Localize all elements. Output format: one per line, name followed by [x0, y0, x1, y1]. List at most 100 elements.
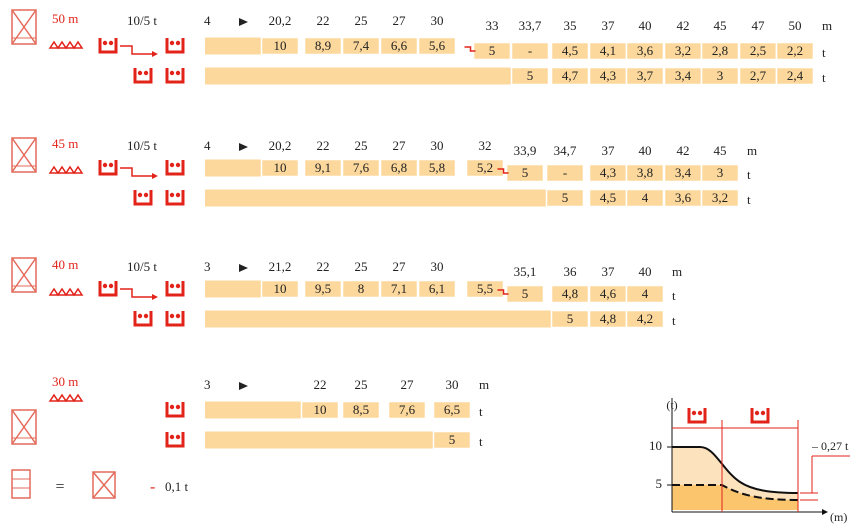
radius: 50 [789, 18, 802, 33]
cell [550, 309, 590, 329]
trolley-icon [165, 402, 185, 418]
cell [550, 284, 590, 304]
load-value: 7,6 [353, 160, 370, 175]
load-value: - [563, 165, 567, 180]
bar [205, 280, 262, 298]
cell [775, 41, 815, 61]
icon-dot [175, 192, 181, 198]
icon-dot [169, 162, 175, 168]
radius: 33,7 [519, 18, 542, 33]
radius: 33,9 [514, 143, 537, 158]
load-value: 8,9 [315, 38, 331, 53]
load-value: 5 [489, 43, 496, 58]
arrow-head [152, 51, 158, 57]
cell [303, 36, 343, 56]
bar [205, 431, 434, 449]
trolley-icon [98, 160, 118, 176]
load-value: 3,4 [675, 68, 692, 83]
load-value: 10 [274, 38, 287, 53]
load-value: 4,8 [600, 311, 616, 326]
cell [303, 158, 343, 178]
radius: 32 [479, 138, 492, 153]
load-value: 5 [522, 286, 529, 301]
icon-dot [175, 162, 181, 168]
load-value: 6,1 [429, 281, 445, 296]
radius: 35,1 [514, 264, 537, 279]
radius: 21,2 [269, 259, 292, 274]
unit-m: m [672, 264, 682, 279]
unit-m: m [822, 18, 832, 33]
radius: 36 [564, 264, 578, 279]
load-value: 10 [314, 402, 327, 417]
radius: 45 [714, 143, 727, 158]
cell [625, 41, 665, 61]
cell [260, 36, 300, 56]
arrow-head [152, 294, 158, 300]
load-value: 4 [642, 286, 649, 301]
trolley-icon [133, 311, 153, 327]
icon-dot [169, 70, 175, 76]
bar [205, 159, 262, 177]
jib-icon [48, 40, 84, 50]
load-value: 5,8 [429, 160, 445, 175]
x-unit: (m) [830, 510, 847, 524]
radius: 22 [314, 377, 327, 392]
curve-solid [672, 446, 799, 494]
cell [341, 158, 381, 178]
load-value: 2,7 [750, 68, 767, 83]
mast-section-icon [11, 469, 31, 499]
cell [417, 36, 457, 56]
trolley-icon [133, 68, 153, 84]
load-value: 4,1 [600, 43, 616, 58]
unit-t: t [672, 288, 676, 303]
jib-icon [48, 393, 84, 403]
min-radius: 4 [204, 138, 211, 153]
unit-t: t [479, 404, 483, 419]
legend-value: 0,1 t [165, 479, 189, 494]
area-dark [672, 485, 798, 510]
cell [341, 400, 381, 420]
icon-dot [175, 70, 181, 76]
load-value: 3,6 [637, 43, 654, 58]
unit-t: t [479, 434, 483, 449]
radius: 30 [446, 377, 459, 392]
load-value: 4 [642, 190, 649, 205]
load-value: 5 [567, 311, 574, 326]
radius: 27 [401, 377, 415, 392]
arrow [239, 382, 248, 390]
icon-dot [169, 283, 175, 289]
min-radius: 3 [204, 377, 211, 392]
jib-icon [48, 287, 84, 297]
load-value: 4,2 [637, 311, 653, 326]
cell [510, 66, 550, 86]
tower-icon [11, 137, 37, 173]
unit-m: m [747, 143, 757, 158]
load-value: 3,2 [675, 43, 691, 58]
unit-t: t [822, 45, 826, 60]
radius: 22 [317, 13, 330, 28]
icon-dot [691, 410, 697, 416]
load-value: 3,8 [637, 165, 653, 180]
cell [625, 163, 665, 183]
radius: 27 [393, 138, 407, 153]
radius: 40 [639, 264, 652, 279]
trolley-icon [687, 408, 707, 424]
tower-icon [11, 9, 37, 45]
min-radius: 3 [204, 259, 211, 274]
icon-dot [143, 192, 149, 198]
load-value: 2,5 [750, 43, 766, 58]
tick-label: 5 [656, 476, 663, 491]
icon-dot [102, 40, 108, 46]
load-value: 5 [522, 165, 529, 180]
icon-dot [760, 410, 766, 416]
unit-t: t [822, 70, 826, 85]
icon-dot [108, 162, 114, 168]
load-value: 5,5 [477, 281, 493, 296]
icon-dot [697, 410, 703, 416]
load-value: 3,2 [712, 190, 728, 205]
radius: 37 [602, 18, 616, 33]
load-value: 5 [527, 68, 534, 83]
trolley-icon [165, 160, 185, 176]
step-mark [497, 289, 509, 295]
